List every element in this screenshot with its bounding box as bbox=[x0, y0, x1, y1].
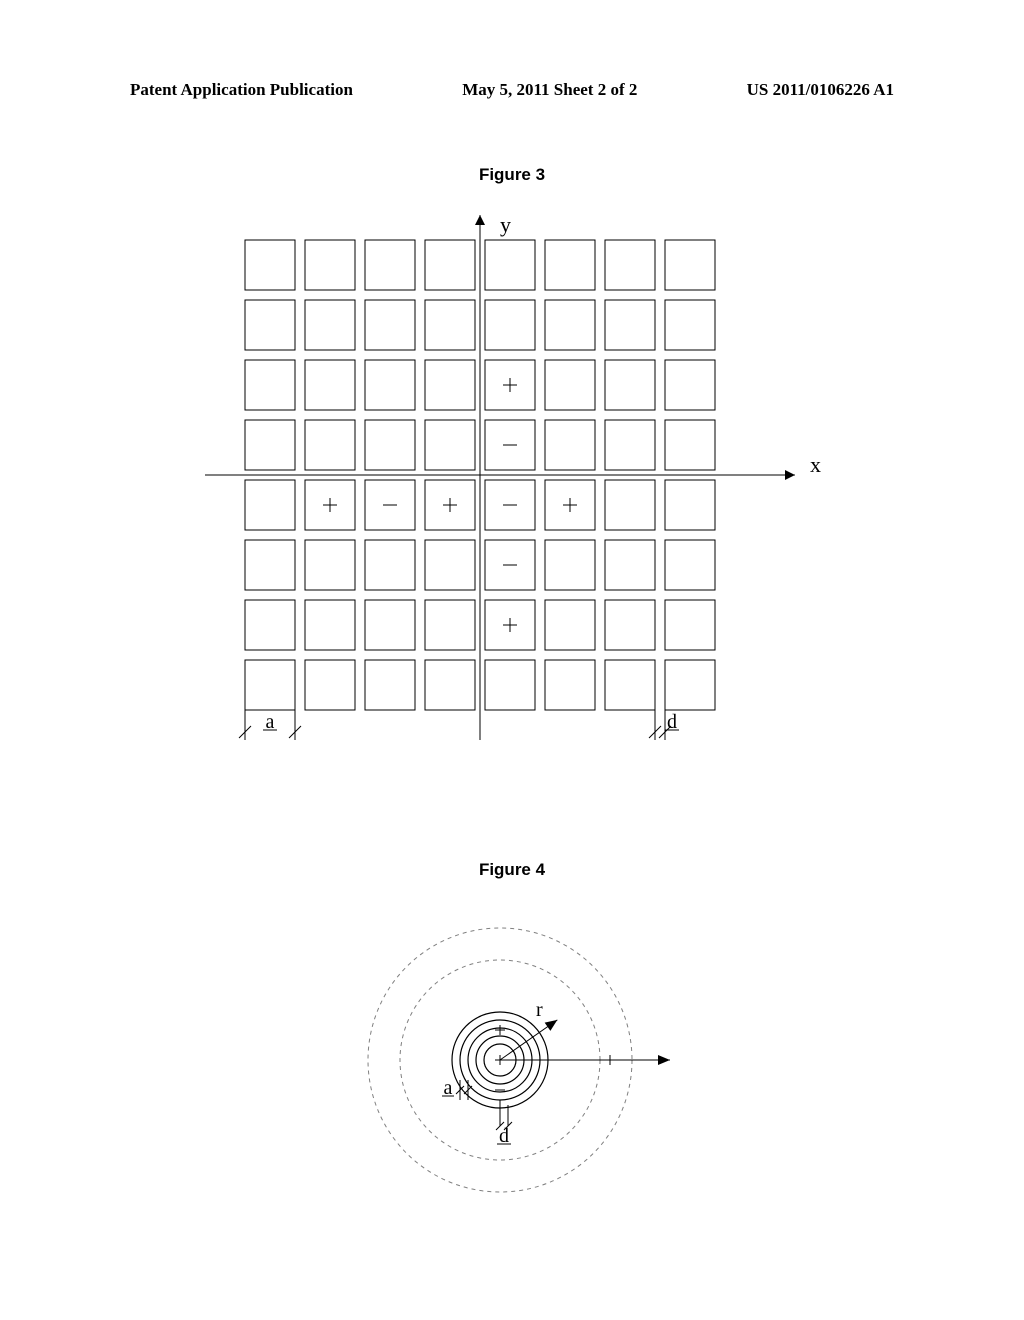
figure-3-diagram: yxad bbox=[205, 210, 825, 770]
header-left: Patent Application Publication bbox=[130, 80, 353, 100]
svg-text:r: r bbox=[536, 999, 543, 1021]
figure-4-diagram: rad bbox=[330, 910, 690, 1210]
figure-3-title: Figure 3 bbox=[0, 165, 1024, 185]
svg-text:x: x bbox=[810, 452, 821, 477]
figure-3: yxad bbox=[205, 210, 825, 770]
figure-4-title: Figure 4 bbox=[0, 860, 1024, 880]
figure-4: rad bbox=[330, 910, 690, 1210]
header-right: US 2011/0106226 A1 bbox=[747, 80, 894, 100]
svg-text:y: y bbox=[500, 212, 511, 237]
page-header: Patent Application Publication May 5, 20… bbox=[0, 80, 1024, 100]
header-center: May 5, 2011 Sheet 2 of 2 bbox=[462, 80, 637, 100]
